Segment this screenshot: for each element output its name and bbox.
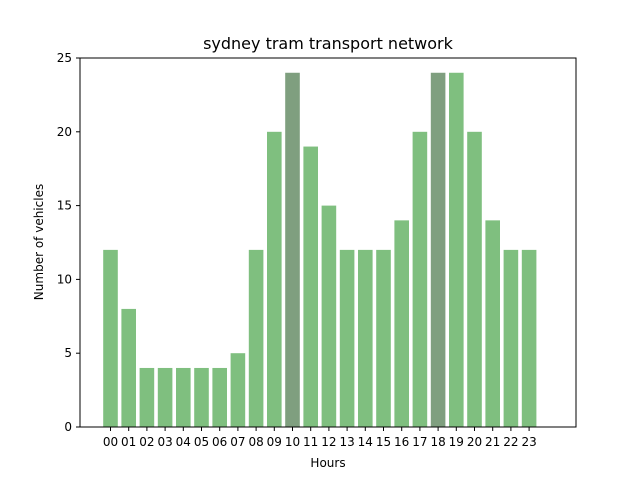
- x-tick-label: 04: [176, 435, 191, 449]
- x-tick-label: 05: [194, 435, 209, 449]
- bar-00: [103, 249, 118, 427]
- x-tick-label: 22: [503, 435, 518, 449]
- y-tick-label: 10: [57, 272, 72, 286]
- bar-13: [339, 249, 355, 427]
- x-tick-label: 07: [230, 435, 245, 449]
- bar-14: [358, 249, 373, 427]
- x-tick-label: 21: [485, 435, 500, 449]
- y-axis-label: Number of vehicles: [32, 184, 46, 300]
- y-tick-label: 15: [57, 199, 72, 213]
- x-tick-label: 14: [358, 435, 373, 449]
- bar-11: [303, 146, 318, 427]
- y-axis-ticks: 0 5 10 15 20 25: [57, 51, 80, 434]
- x-tick-label: 11: [303, 435, 318, 449]
- bar-12: [321, 205, 337, 427]
- x-tick-label: 12: [321, 435, 336, 449]
- x-tick-label: 06: [212, 435, 227, 449]
- bar-20: [467, 131, 482, 428]
- bar-01: [121, 308, 136, 427]
- bar-10: [285, 72, 300, 427]
- x-tick-label: 17: [412, 435, 427, 449]
- x-tick-label: 08: [248, 435, 263, 449]
- y-tick-label: 5: [64, 346, 72, 360]
- bar-07: [230, 353, 246, 427]
- x-tick-label: 18: [430, 435, 445, 449]
- bar-04: [176, 367, 191, 427]
- bar-22: [503, 249, 519, 427]
- bar-15: [376, 249, 391, 427]
- y-tick-label: 0: [64, 420, 72, 434]
- bar-05: [194, 367, 209, 427]
- x-axis-label: Hours: [310, 456, 345, 470]
- x-tick-label: 09: [267, 435, 282, 449]
- bars-group: [103, 72, 537, 428]
- x-tick-label: 10: [285, 435, 300, 449]
- bar-06: [212, 367, 227, 427]
- x-axis-ticks: 00 01 02 03 04 05 06 07 08 09 10 11 12 13 14 15 16 17 18 19…: [103, 427, 537, 449]
- x-tick-label: 16: [394, 435, 409, 449]
- bar-03: [157, 367, 173, 427]
- bar-08: [248, 249, 264, 427]
- x-tick-label: 23: [521, 435, 536, 449]
- bar-19: [449, 72, 464, 427]
- bar-02: [139, 367, 155, 427]
- plot-frame: [79, 57, 577, 428]
- bar-23: [521, 249, 537, 427]
- bar-09: [267, 131, 282, 428]
- x-tick-label: 02: [139, 435, 154, 449]
- bar-16: [394, 220, 409, 427]
- x-tick-label: 13: [339, 435, 354, 449]
- bar-21: [485, 220, 500, 427]
- x-tick-label: 20: [467, 435, 482, 449]
- y-tick-label: 25: [57, 51, 72, 65]
- x-tick-label: 01: [121, 435, 136, 449]
- bar-17: [412, 131, 428, 428]
- y-tick-label: 20: [57, 125, 72, 139]
- chart-title: sydney tram transport network: [203, 34, 454, 53]
- x-tick-label: 03: [157, 435, 172, 449]
- x-tick-label: 15: [376, 435, 391, 449]
- x-tick-label: 00: [103, 435, 118, 449]
- x-tick-label: 19: [449, 435, 464, 449]
- bar-18: [430, 72, 446, 427]
